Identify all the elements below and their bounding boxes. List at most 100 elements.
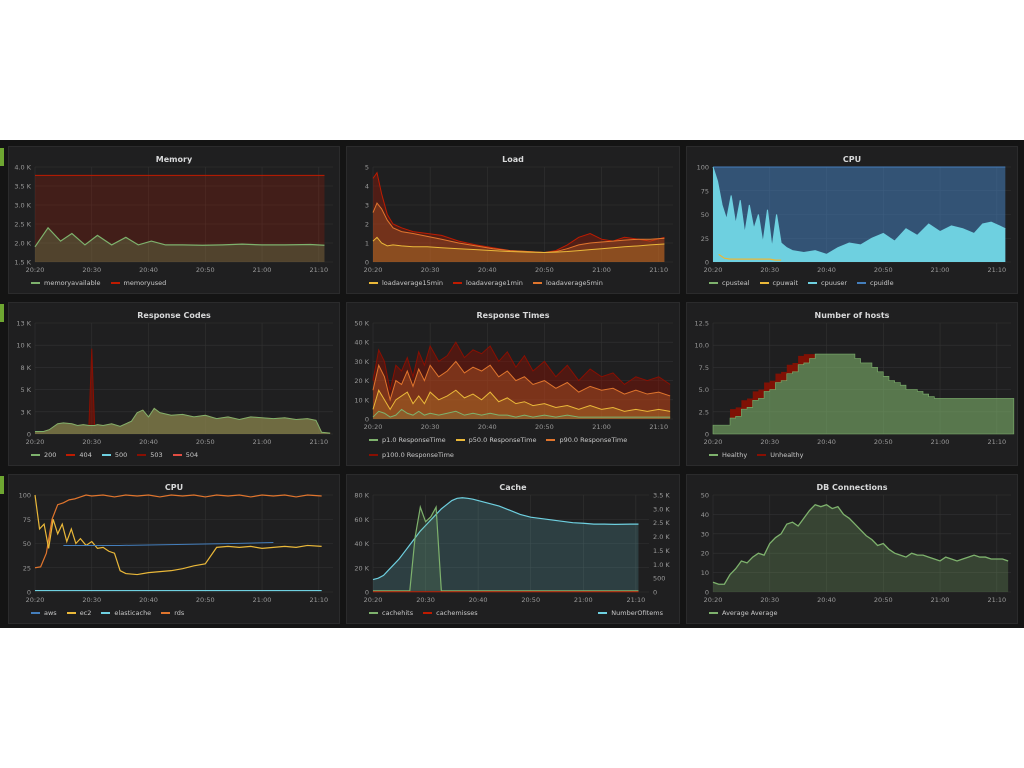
- legend-swatch: [101, 612, 111, 614]
- legend-label: p50.0 ResponseTime: [468, 436, 537, 444]
- y-tick-label: 2.0 K: [14, 240, 31, 248]
- legend-label: rds: [174, 609, 185, 617]
- legend-item[interactable]: cachemisses: [423, 606, 478, 621]
- panel-response-times[interactable]: Response Times 0 10 K 20 K 30 K 40 K 50 K 20:20…: [346, 302, 680, 466]
- legend-label: p90.0 ResponseTime: [559, 436, 628, 444]
- legend-item[interactable]: 504: [172, 448, 199, 463]
- legend-swatch: [709, 282, 718, 284]
- legend-item[interactable]: cpusteal: [709, 276, 750, 291]
- legend: loadaverage15min loadaverage1min loadavera…: [369, 276, 673, 291]
- legend-item[interactable]: p1.0 ResponseTime: [369, 433, 446, 448]
- legend-item[interactable]: Healthy: [709, 448, 747, 463]
- legend-item[interactable]: memoryused: [110, 276, 166, 291]
- x-tick-label: 21:10: [987, 438, 1006, 446]
- legend-item[interactable]: Unhealthy: [757, 448, 804, 463]
- panel-cache[interactable]: Cache 0 20 K 40 K 60 K 80 K 0 500 1.0 K 1.5 K 2.0 …: [346, 474, 680, 624]
- y-tick-label: 100: [697, 164, 709, 172]
- panel-title[interactable]: CPU: [164, 483, 184, 492]
- series-area-200: [35, 408, 331, 434]
- series-line-average-average: [712, 503, 1009, 585]
- legend-item[interactable]: loadaverage15min: [369, 276, 443, 291]
- y2-tick-label: 1.0 K: [653, 561, 670, 569]
- x-tick-label: 20:20: [704, 266, 723, 274]
- legend-item[interactable]: cpuwait: [759, 276, 798, 291]
- legend-item[interactable]: aws: [31, 606, 57, 621]
- panel-response-codes[interactable]: Response Codes 0 3 K 5 K 8 K 10 K 13 K 20:20 20:…: [8, 302, 340, 466]
- x-tick-label: 21:10: [649, 266, 668, 274]
- y-tick-label: 25: [23, 564, 31, 572]
- x-tick-label: 20:40: [817, 438, 836, 446]
- panel-title[interactable]: Load: [502, 155, 524, 164]
- legend-item[interactable]: rds: [161, 606, 184, 621]
- legend-item[interactable]: NumberOfItems: [598, 606, 663, 621]
- panel-title[interactable]: DB Connections: [816, 483, 888, 492]
- x-tick-label: 21:10: [649, 423, 668, 431]
- series-area-average-average: [713, 504, 1009, 592]
- legend-swatch: [31, 612, 40, 614]
- legend-item[interactable]: cpuidle: [857, 276, 894, 291]
- series-line-cpuuser: [712, 166, 1006, 255]
- series-area-p90-0-responsetime: [373, 361, 671, 419]
- legend-label: cpusteal: [722, 279, 750, 287]
- y-tick-label: 20: [701, 550, 709, 558]
- legend-item[interactable]: memoryavailable: [31, 276, 101, 291]
- series-area-cpuuser: [713, 167, 1006, 262]
- legend-item[interactable]: 404: [66, 448, 92, 463]
- legend-item[interactable]: loadaverage5min: [532, 276, 603, 291]
- legend-label: cachehits: [382, 609, 414, 617]
- legend-swatch: [369, 282, 378, 284]
- x-tick-label: 20:50: [874, 596, 893, 604]
- series-line-p1-0-responsetime: [372, 408, 671, 418]
- y-tick-label: 0: [365, 259, 369, 267]
- panel-hosts[interactable]: Number of hosts 0 2.5 5.0 7.5 10.0 12.5 20:20 20…: [686, 302, 1018, 466]
- legend-item[interactable]: cachehits: [369, 606, 413, 621]
- panel-db[interactable]: DB Connections 0 10 20 30 40 50 20:20 20:30 20:40…: [686, 474, 1018, 624]
- legend-swatch: [369, 612, 378, 614]
- panel-title[interactable]: Response Times: [476, 311, 550, 320]
- panel-cpu-top[interactable]: CPU 0 25 50 75 100 20:20 20:30 20:40 20:50 21:00 21…: [686, 146, 1018, 294]
- x-tick-label: 21:10: [987, 596, 1006, 604]
- panel-title[interactable]: Number of hosts: [814, 311, 890, 320]
- y-tick-label: 13 K: [16, 320, 31, 328]
- legend-item[interactable]: p100.0 ResponseTime: [369, 448, 454, 463]
- legend-item[interactable]: p50.0 ResponseTime: [455, 433, 537, 448]
- legend-label: 504: [185, 451, 199, 459]
- y-tick-label: 0: [705, 259, 709, 267]
- legend-item[interactable]: elasticache: [101, 606, 151, 621]
- panel-memory[interactable]: Memory 1.5 K 2.0 K 2.5 K 3.0 K 3.5 K 4.0 K 20:2…: [8, 146, 340, 294]
- legend-swatch: [423, 612, 433, 614]
- legend-label: memoryavailable: [44, 279, 101, 287]
- legend-item[interactable]: p90.0 ResponseTime: [546, 433, 627, 448]
- legend-item[interactable]: 500: [101, 448, 127, 463]
- legend-item[interactable]: ec2: [66, 606, 91, 621]
- panel-title[interactable]: CPU: [842, 155, 862, 164]
- legend-item[interactable]: Average Average: [709, 606, 777, 621]
- legend-item[interactable]: cpuuser: [808, 276, 847, 291]
- y-tick-label: 0: [365, 416, 369, 424]
- y2-tick-label: 3.5 K: [653, 492, 670, 500]
- legend-swatch: [709, 454, 718, 456]
- legend-swatch: [757, 454, 767, 456]
- y2-tick-label: 2.5 K: [653, 519, 670, 527]
- series-line-cachehits: [373, 504, 639, 592]
- panel-title[interactable]: Cache: [499, 483, 527, 492]
- y-tick-label: 60 K: [354, 516, 369, 524]
- panel-cpu-bottom[interactable]: CPU 0 25 50 75 100 20:20 20:30 20:40 20:50 21:00 21…: [8, 474, 340, 624]
- legend-swatch: [110, 282, 120, 284]
- legend-swatch: [31, 282, 40, 284]
- legend-item[interactable]: 200: [31, 448, 56, 463]
- legend-item[interactable]: loadaverage1min: [453, 276, 523, 291]
- panel-title[interactable]: Memory: [155, 155, 193, 164]
- legend-item[interactable]: 503: [137, 448, 163, 463]
- y-tick-label: 20 K: [354, 564, 369, 572]
- x-tick-label: 21:10: [309, 438, 328, 446]
- x-tick-label: 20:30: [82, 266, 101, 274]
- y2-tick-label: 0: [653, 589, 657, 597]
- panel-title[interactable]: Response Codes: [137, 311, 211, 320]
- y-tick-label: 0: [365, 589, 369, 597]
- x-tick-label: 20:20: [26, 596, 45, 604]
- legend-label: aws: [44, 609, 57, 617]
- x-tick-label: 20:50: [521, 596, 540, 604]
- panel-load[interactable]: Load 0 1 2 3 4 5 20:20 20:30 20:40 20:50 21:00 21:10…: [346, 146, 680, 294]
- series-area-loadaverage15min: [373, 237, 665, 262]
